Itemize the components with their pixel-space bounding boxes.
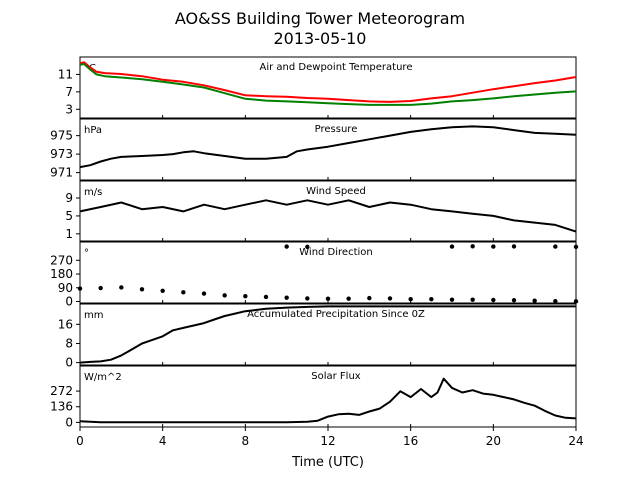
series-line-temperature	[79, 61, 577, 103]
wind-direction-point	[491, 244, 496, 249]
y-tick-label: 975	[50, 129, 73, 143]
y-tick-label: 9	[65, 191, 73, 205]
panel-title: Pressure	[315, 124, 358, 135]
y-tick-label: 0	[65, 415, 73, 429]
wind-direction-point	[284, 244, 289, 249]
wind-direction-point	[263, 294, 269, 300]
y-tick-label: 180	[50, 267, 73, 281]
wind-direction-point	[553, 244, 558, 249]
y-tick-label: 136	[50, 400, 73, 414]
series-line-other	[79, 377, 577, 424]
wind-direction-point	[181, 290, 186, 295]
y-tick-label: 5	[65, 209, 73, 223]
wind-direction-point	[449, 297, 455, 302]
panel-title: Wind Speed	[306, 186, 366, 197]
wind-direction-point	[470, 297, 475, 302]
panel-title: Accumulated Precipitation Since 0Z	[247, 309, 425, 320]
x-tick-label: 24	[568, 434, 583, 448]
panel-title: Wind Direction	[299, 247, 373, 258]
y-tick-label: 270	[50, 253, 73, 267]
wind-direction-point	[346, 296, 351, 301]
x-tick-label: 16	[403, 434, 418, 448]
x-axis-label: Time (UTC)	[291, 455, 364, 470]
y-tick-label: 16	[58, 317, 73, 331]
x-axis: 0 4 8 12 16 20 24	[76, 427, 584, 448]
wind-direction-point	[222, 293, 227, 298]
wind-direction-point	[139, 287, 145, 292]
panel-unit: W/m^2	[84, 372, 122, 383]
figure-date: 2013-05-10	[274, 29, 367, 48]
wind-direction-point	[491, 297, 496, 303]
panel-2: 1 5 9 m/s Wind Speed	[65, 180, 577, 242]
wind-direction-point	[119, 285, 124, 290]
x-tick-label: 20	[486, 434, 501, 448]
wind-direction-point	[305, 244, 310, 250]
panel-title: Solar Flux	[311, 371, 361, 382]
wind-direction-point	[573, 244, 579, 250]
y-tick-label: 8	[65, 336, 73, 350]
wind-direction-point	[470, 244, 475, 249]
panel-unit: m/s	[84, 187, 102, 198]
panel-title: Air and Dewpoint Temperature	[260, 62, 413, 73]
wind-direction-point	[511, 298, 517, 303]
panel-4: 0 8 16 mm Accumulated Precipitation Since 0Z	[58, 303, 577, 370]
wind-direction-point	[449, 244, 455, 249]
wind-direction-point	[284, 295, 289, 300]
x-tick-label: 12	[320, 434, 335, 448]
y-tick-label: 0	[65, 356, 73, 370]
y-tick-label: 272	[50, 384, 73, 398]
series-line-dewpoint	[79, 63, 577, 106]
wind-direction-point	[243, 293, 248, 299]
y-tick-label: 3	[65, 102, 73, 116]
figure-title: AO&SS Building Tower Meteorogram	[175, 9, 465, 28]
panel-1: 971 973 975 hPa Pressure	[50, 118, 577, 181]
series-line-other	[79, 199, 577, 233]
y-tick-label: 971	[50, 166, 73, 180]
panel-unit: hPa	[84, 125, 102, 136]
y-tick-label: 7	[65, 85, 73, 99]
wind-direction-point	[201, 291, 207, 296]
x-tick-label: 8	[242, 434, 250, 448]
wind-direction-point	[160, 288, 165, 293]
series-line-other	[79, 305, 576, 364]
wind-direction-point	[408, 296, 413, 302]
y-tick-label: 0	[65, 294, 73, 308]
y-tick-label: 11	[58, 67, 73, 81]
series-line-other	[79, 125, 577, 169]
y-tick-label: 973	[50, 147, 73, 161]
panel-unit: °	[84, 248, 89, 259]
wind-direction-point	[553, 298, 558, 304]
wind-direction-point	[77, 286, 83, 291]
wind-direction-point	[305, 296, 310, 301]
wind-direction-point	[429, 296, 434, 302]
wind-direction-point	[325, 296, 331, 301]
wind-direction-point	[532, 298, 537, 303]
x-tick-label: 4	[159, 434, 167, 448]
x-tick-label: 0	[76, 434, 84, 448]
wind-direction-point	[98, 285, 103, 291]
y-tick-label: 1	[65, 227, 73, 241]
panel-unit: mm	[84, 310, 103, 321]
wind-direction-point	[367, 295, 372, 301]
wind-direction-point	[511, 244, 517, 249]
y-tick-label: 90	[58, 281, 73, 295]
wind-direction-point	[387, 296, 393, 301]
